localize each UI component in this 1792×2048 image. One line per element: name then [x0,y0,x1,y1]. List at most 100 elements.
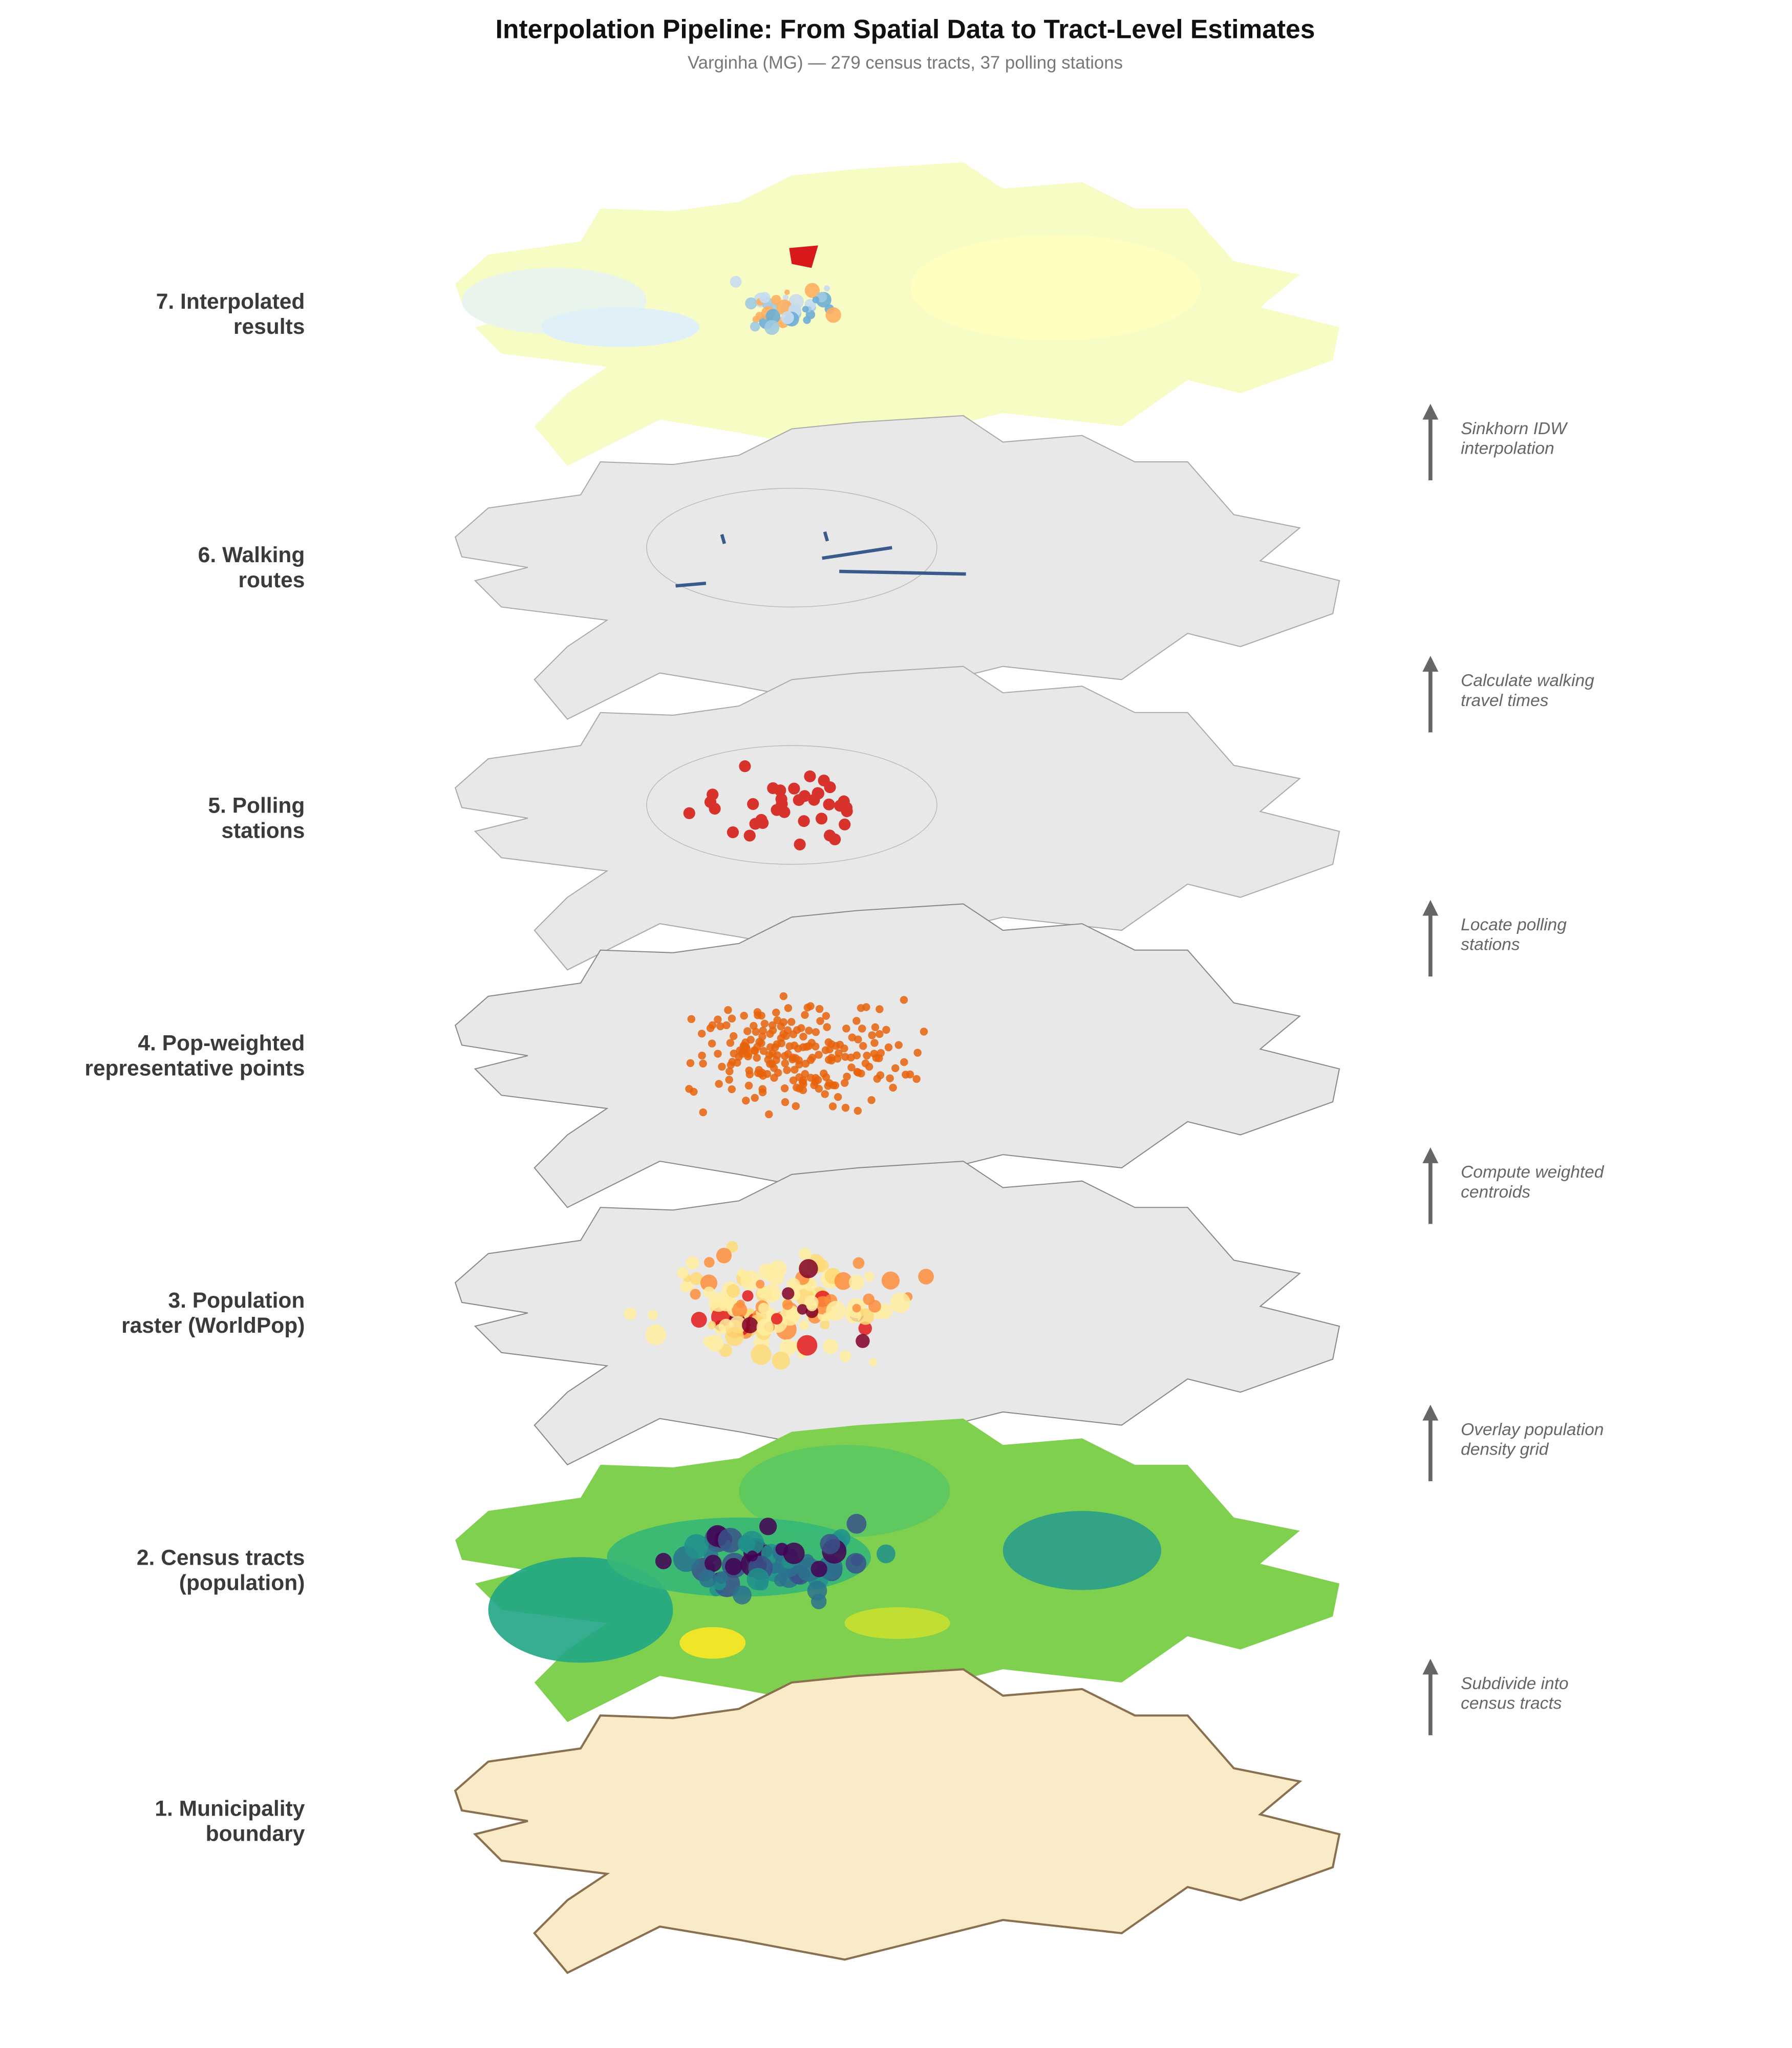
representative-point [859,1042,867,1050]
tract-patch [759,1518,777,1535]
tract-patch [877,1544,895,1564]
walking-route [823,531,829,542]
representative-point [759,1027,767,1035]
representative-point [783,1026,792,1034]
representative-point [900,1058,908,1066]
representative-point [889,1083,897,1092]
representative-point [789,1030,798,1038]
polling-station [747,798,759,810]
raster-cell [732,1302,748,1318]
raster-cell [797,1335,818,1356]
polling-station [743,829,756,842]
representative-point [876,1071,885,1079]
polling-station [840,801,853,814]
representative-point [857,1004,865,1012]
result-patch [776,299,793,315]
tract-patch [715,1571,728,1584]
tract-patch [724,1558,742,1575]
representative-point [726,1039,735,1047]
representative-point [752,1028,760,1036]
representative-point [835,1049,843,1057]
raster-cell [758,1303,770,1314]
municipality-shape [454,415,1340,720]
polling-station [823,798,835,810]
raster-cell [806,1299,818,1311]
raster-cell [763,1284,781,1303]
polling-station [812,787,825,800]
layer-label-line: raster (WorldPop) [121,1314,305,1338]
representative-point [841,1079,849,1087]
map-stack [454,162,1341,1974]
layer-label-line: routes [238,568,305,592]
result-patch [755,312,763,320]
raster-cell [740,1270,761,1290]
map-layer [454,1668,1341,1974]
representative-point [753,1042,761,1051]
step-label: Compute weighted centroids [1461,1163,1605,1202]
representative-point [772,1056,780,1064]
representative-point [781,1052,789,1060]
representative-point [765,1051,774,1059]
polling-station [829,833,841,846]
representative-point [756,1070,765,1078]
representative-point [724,1006,732,1014]
step-label: Sinkhorn IDW interpolation [1461,419,1568,458]
polling-station [794,838,806,850]
representative-point [743,1027,752,1035]
representative-point [847,1063,856,1072]
representative-point [808,1054,817,1062]
representative-point [825,1045,834,1054]
raster-cell [890,1292,911,1313]
representative-point [806,1002,815,1010]
step-label-line: density grid [1461,1440,1549,1459]
representative-point [825,1079,834,1087]
polling-station [757,817,769,829]
representative-point [795,1060,803,1069]
representative-point [766,1060,774,1068]
representative-point [906,1070,914,1079]
map-layer [454,666,1340,971]
result-patch [745,297,757,310]
step-label-line: travel times [1461,691,1549,710]
representative-point [686,1059,695,1068]
raster-cell [834,1272,852,1290]
raster-cell [690,1289,701,1300]
step-label-line: census tracts [1461,1694,1562,1713]
layer-label: 2. Census tracts (population) [137,1546,305,1595]
polling-station [683,807,695,819]
layer-label: 1. Municipality boundary [155,1797,305,1846]
raster-cell [822,1312,831,1321]
representative-point [718,1062,726,1071]
representative-point [715,1080,723,1088]
tract-patch [699,1569,717,1588]
representative-point [760,1019,769,1028]
raster-cell [703,1257,715,1268]
representative-point [783,1066,791,1074]
representative-point [891,1064,900,1073]
raster-cell [852,1257,865,1269]
result-patch [781,311,794,325]
raster-cell [848,1274,865,1290]
result-patch [802,306,809,313]
representative-point [841,1053,849,1061]
step-label-line: Compute weighted [1461,1163,1605,1182]
step-label-line: Subdivide into [1461,1674,1568,1693]
raster-cell [839,1350,851,1362]
representative-point [812,1028,820,1036]
layer-label: 4. Pop-weighted representative points [84,1032,305,1081]
representative-point [742,1043,750,1051]
raster-cell [645,1324,667,1346]
raster-cell [858,1321,872,1335]
tract-patch [739,1445,950,1538]
layer-label-line: 2. Census tracts [137,1546,305,1570]
representative-point [759,1047,768,1055]
representative-point [863,1052,871,1060]
tract-patch [705,1554,722,1572]
representative-point [716,1022,724,1031]
step-label: Subdivide into census tracts [1461,1674,1568,1713]
tract-patch [810,1593,827,1609]
raster-cell [779,1339,797,1356]
result-patch [825,307,841,323]
representative-point [834,1093,842,1101]
tract-lines [646,487,937,608]
